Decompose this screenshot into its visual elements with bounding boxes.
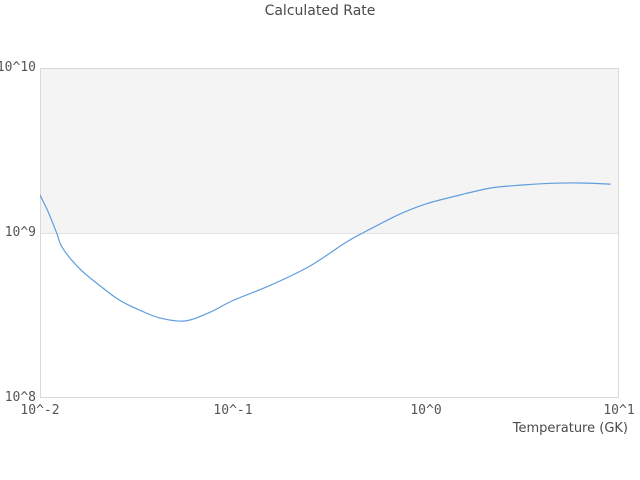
y-tick-1e9: 10^9	[4, 225, 36, 240]
plot-area	[40, 68, 619, 398]
gridline-1e9	[41, 233, 618, 234]
x-tick-1e1: 10^1	[603, 403, 635, 418]
y-tick-1e10: 10^10	[0, 60, 36, 75]
x-tick-1e0: 10^0	[410, 403, 442, 418]
log-decade-band	[41, 69, 618, 234]
x-tick-1e-2: 10^-2	[20, 403, 60, 418]
y-tick-1e8: 10^8	[4, 390, 36, 405]
x-axis-label: Temperature (GK)	[512, 421, 628, 436]
rate-curve-svg	[40, 182, 611, 322]
rate-curve-line	[40, 182, 611, 322]
x-tick-1e-1: 10^-1	[213, 403, 253, 418]
chart-title: Calculated Rate	[264, 3, 376, 19]
